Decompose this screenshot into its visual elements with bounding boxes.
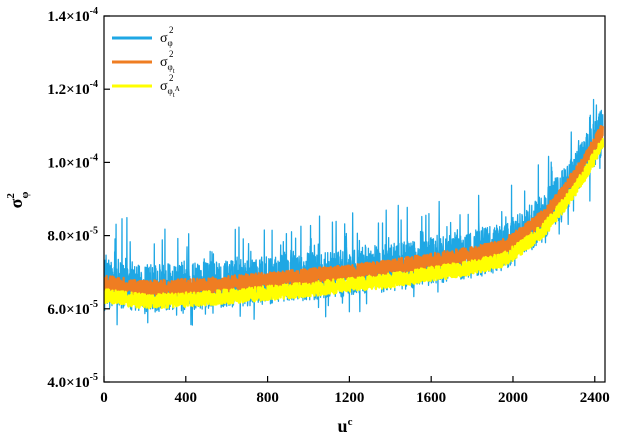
- series-layer: [104, 98, 605, 326]
- y-tick-label: 8.0×10-5: [47, 226, 98, 245]
- legend-label-1: σφt2: [160, 49, 175, 75]
- plot-frame: [103, 15, 606, 383]
- x-tick-label: 0: [100, 390, 108, 406]
- legend-label-0: σφ2: [160, 25, 174, 48]
- y-tick-label: 4.0×10-5: [47, 372, 98, 391]
- y-tick-label: 1.2×10-4: [47, 79, 98, 98]
- x-axis-title-base: u: [338, 416, 348, 436]
- x-tick-label: 2400: [580, 390, 610, 406]
- x-axis-title-sup: c: [348, 416, 353, 428]
- y-axis-title: σφ2: [5, 192, 31, 209]
- legend-label-2: σφtA2: [160, 73, 180, 99]
- x-tick-label: 800: [256, 390, 279, 406]
- x-tick-label: 2000: [498, 390, 528, 406]
- x-tick-label: 1600: [416, 390, 446, 406]
- y-tick-label: 1.0×10-4: [47, 152, 98, 171]
- y-tick-label: 1.4×10-4: [47, 6, 98, 25]
- x-tick-label: 400: [175, 390, 198, 406]
- y-axis-title-base: σ: [6, 198, 26, 208]
- series-line-2: [104, 137, 605, 310]
- x-axis-title: uc: [338, 416, 353, 436]
- y-axis-title-sub: φ: [19, 192, 31, 199]
- ticks-layer: 0 400 800 1200 1600 2000 2400 4.0×10-5 6.0×10-5 8…: [47, 6, 609, 406]
- x-tick-label: 1200: [334, 390, 364, 406]
- y-tick-label: 6.0×10-5: [47, 299, 98, 318]
- svg-text:σφ2: σφ2: [5, 192, 31, 209]
- y-axis-title-sup: 2: [5, 193, 17, 199]
